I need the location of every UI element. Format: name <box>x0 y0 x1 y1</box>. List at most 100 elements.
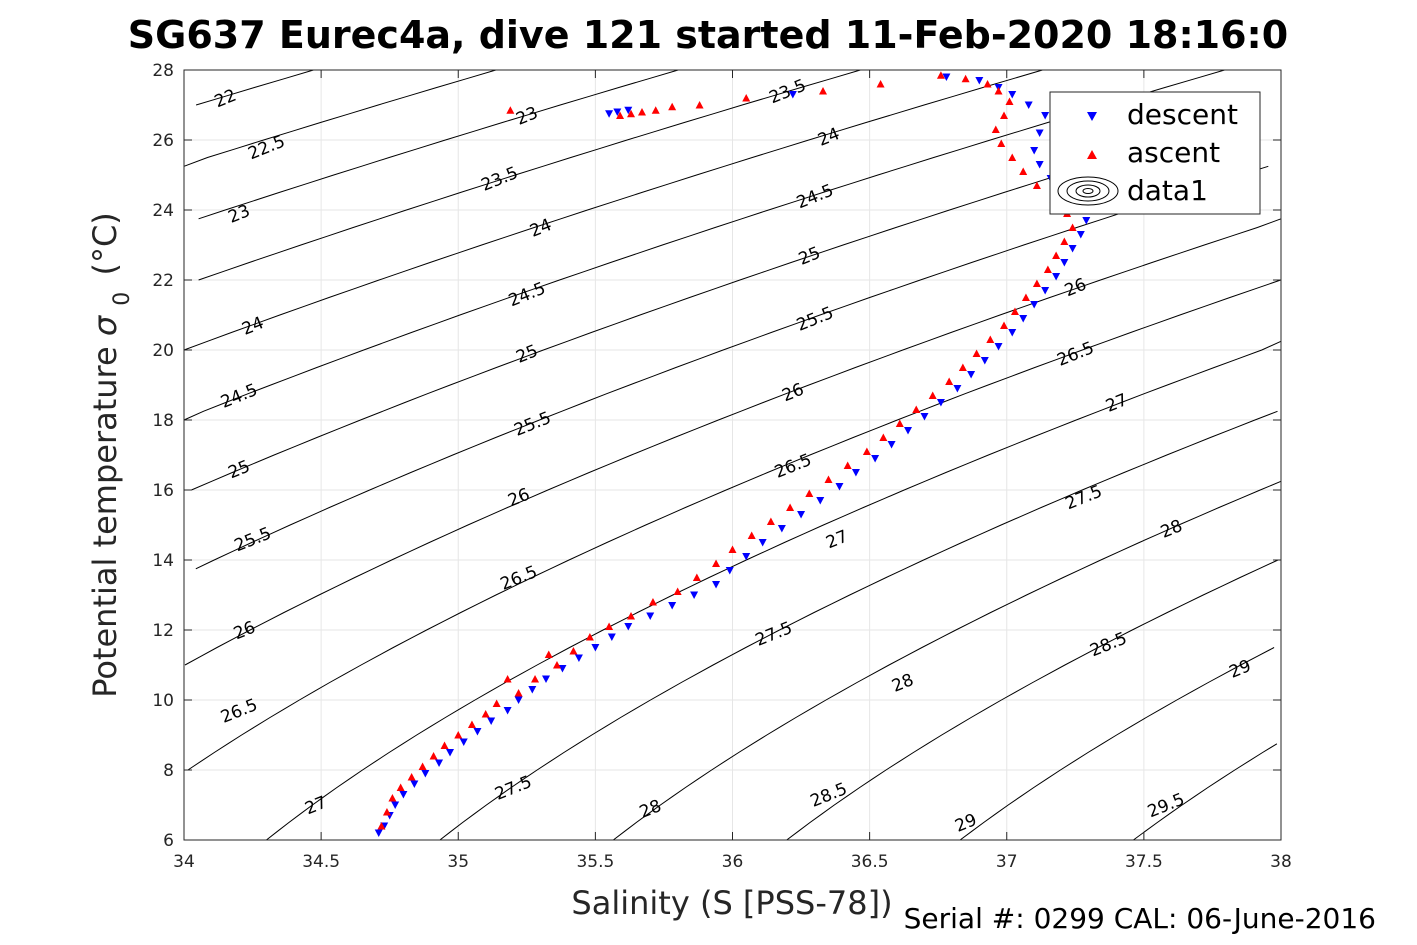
descent-point <box>574 654 583 662</box>
descent-point <box>421 770 430 778</box>
ascent-point <box>637 108 646 116</box>
x-tick-label: 38 <box>1270 852 1292 872</box>
descent-point <box>446 749 455 757</box>
contour-line <box>195 69 314 106</box>
descent-point <box>975 77 984 85</box>
ascent-point <box>928 391 937 399</box>
x-tick-label: 35.5 <box>576 852 614 872</box>
descent-point <box>1041 112 1050 120</box>
ascent-point <box>382 808 391 816</box>
ascent-point <box>396 783 405 791</box>
ascent-point <box>1043 265 1052 273</box>
legend-descent-marker <box>1087 112 1097 121</box>
descent-point <box>514 696 523 704</box>
descent-point <box>487 717 496 725</box>
descent-point <box>668 602 677 610</box>
ascent-point <box>467 720 476 728</box>
descent-point <box>690 591 699 599</box>
y-tick-label: 22 <box>152 271 174 291</box>
ascent-point <box>712 559 721 567</box>
descent-point <box>1030 147 1039 155</box>
descent-point <box>871 455 880 463</box>
descent-point <box>816 497 825 505</box>
grid <box>183 69 1282 841</box>
descent-point <box>503 707 512 715</box>
ascent-point <box>1032 279 1041 287</box>
ascent-point <box>454 731 463 739</box>
descent-point <box>1060 259 1069 267</box>
chart-title: SG637 Eurec4a, dive 121 started 11-Feb-2… <box>128 13 1288 57</box>
descent-point <box>942 73 951 81</box>
y-tick-label: 18 <box>152 411 174 431</box>
ascent-point <box>1060 237 1069 245</box>
ascent-point <box>895 419 904 427</box>
descent-point <box>1035 129 1044 137</box>
ascent-point <box>991 125 1000 133</box>
ascent-point <box>544 650 553 658</box>
ascent-point <box>506 106 515 114</box>
ascent-point <box>418 762 427 770</box>
ascent-point <box>1052 251 1061 259</box>
ascent-point <box>1021 293 1030 301</box>
descent-point <box>980 357 989 365</box>
descent-point <box>624 623 633 631</box>
descent-point <box>613 108 622 116</box>
ascent-point <box>728 545 737 553</box>
legend-data1-marker <box>1057 176 1119 206</box>
descent-point <box>1082 217 1091 225</box>
ascent-point <box>585 633 594 641</box>
x-tick-label: 34 <box>173 852 195 872</box>
descent-point <box>391 801 400 809</box>
descent-point <box>994 343 1003 351</box>
contour-line <box>439 410 1278 841</box>
y-tick-label: 12 <box>152 621 174 641</box>
descent-point <box>788 91 797 99</box>
descent-point <box>399 791 408 799</box>
x-tick-label: 34.5 <box>302 852 340 872</box>
contour-line <box>198 69 861 281</box>
y-axis-label-subscript: 0 <box>110 292 135 306</box>
serial-footer: Serial #: 0299 CAL: 06-June-2016 <box>904 902 1376 935</box>
ascent-point <box>1068 223 1077 231</box>
ascent-point <box>1008 153 1017 161</box>
descent-point <box>435 759 444 767</box>
legend-descent-label: descent <box>1127 98 1238 131</box>
ascent-point <box>552 661 561 669</box>
descent-point <box>904 427 913 435</box>
descent-point <box>725 567 734 575</box>
contour-line <box>195 165 1269 570</box>
ascent-point <box>514 689 523 697</box>
ascent-point <box>862 447 871 455</box>
y-axis-label-text: Potential temperature <box>86 346 124 698</box>
ascent-point <box>958 363 967 371</box>
descent-point <box>851 469 860 477</box>
x-axis-label: Salinity (S [PSS-78]) <box>571 884 892 922</box>
ascent-point <box>429 752 438 760</box>
descent-point <box>1008 91 1017 99</box>
ascent-point <box>972 349 981 357</box>
y-axis-label: Potential temperature σ 0 (°C) <box>86 212 135 698</box>
descent-point <box>1024 101 1033 109</box>
ascent-point <box>961 74 970 83</box>
ascent-point <box>605 622 614 630</box>
ascent-point <box>695 101 704 109</box>
x-tick-label: 37.5 <box>1125 852 1163 872</box>
contour-line <box>266 340 1282 841</box>
contour-line <box>183 69 1225 421</box>
y-tick-label: 26 <box>152 131 174 151</box>
x-tick-label: 36 <box>722 852 744 872</box>
descent-point <box>1030 301 1039 309</box>
x-axis-ticks: 34 34.5 35 35.5 36 36.5 37 37.5 38 <box>173 70 1292 872</box>
descent-point <box>605 110 614 118</box>
ascent-point <box>997 139 1006 147</box>
legend-ascent-label: ascent <box>1127 136 1220 169</box>
descent-point <box>624 106 633 115</box>
descent-point <box>646 612 655 620</box>
descent-point <box>797 511 806 519</box>
y-tick-label: 28 <box>152 61 174 81</box>
contour-line <box>198 69 679 220</box>
sigma0-contours <box>183 69 1282 841</box>
ascent-point <box>747 531 756 539</box>
ascent-point <box>766 517 775 525</box>
